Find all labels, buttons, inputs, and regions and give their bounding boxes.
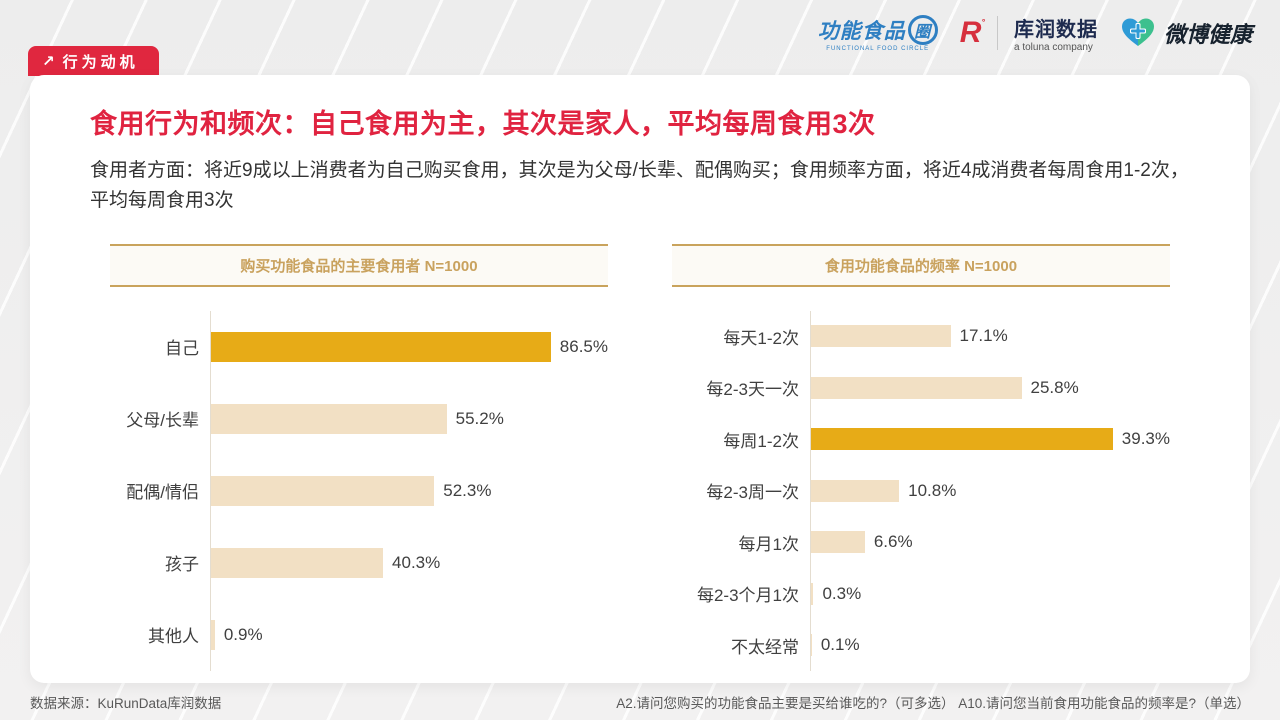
chart-row: 每天1-2次 17.1%: [672, 310, 1170, 363]
section-badge-label: 行为动机: [62, 53, 139, 71]
ffc-circle-icon: 圈: [907, 14, 938, 45]
bar: [811, 479, 900, 502]
content-card: 食用行为和频次：自己食用为主，其次是家人，平均每周食用3次 食用者方面：将近9成…: [30, 75, 1250, 683]
ffc-logo-text: 功能食品: [817, 19, 906, 43]
bar: [811, 634, 812, 657]
chart-row: 每2-3周一次 10.8%: [672, 465, 1170, 517]
weibo-logo-text: 微博健康: [1163, 22, 1252, 47]
chart-row: 每2-3天一次 25.8%: [672, 362, 1170, 414]
chart-frequency: 食用功能食品的频率 N=1000 每天1-2次 17.1% 每2-3天一次 25.8%…: [672, 243, 1170, 671]
chart-row: 父母/长辈 55.2%: [110, 382, 608, 455]
value-label: 52.3%: [443, 480, 492, 500]
ffc-logo-subtext: FUNCTIONAL FOOD CIRCLE: [826, 45, 930, 52]
logo-strip: 功能食品 圈 FUNCTIONAL FOOD CIRCLE R° 库润数据 a …: [818, 13, 1252, 53]
bar-plot: 自己 86.5% 父母/长辈 55.2% 配偶/情侣 52.3% 孩子 40.3% 其他人 0.9…: [110, 310, 608, 671]
kurun-mark-icon: R°: [959, 16, 985, 49]
value-label: 0.1%: [820, 635, 860, 655]
page-title: 食用行为和频次：自己食用为主，其次是家人，平均每周食用3次: [90, 109, 876, 139]
value-label: 0.9%: [223, 624, 263, 644]
category-label: 配偶/情侣: [126, 483, 199, 503]
value-label: 40.3%: [392, 552, 441, 572]
bar-track: 0.3%: [810, 567, 1170, 620]
category-label: 不太经常: [731, 637, 799, 657]
kurun-logo-subtext: a toluna company: [1013, 42, 1093, 53]
bar-track: 0.1%: [810, 619, 1170, 671]
value-label: 55.2%: [455, 408, 504, 428]
data-source-note: 数据来源：KuRunData库润数据: [30, 695, 222, 711]
chart-row: 每月1次 6.6%: [672, 516, 1170, 568]
bar-track: 52.3%: [210, 454, 608, 527]
heart-cross-icon: [1121, 18, 1154, 46]
survey-questions-note: A2.请问您购买的功能食品主要是买给谁吃的?（可多选） A10.请问您当前食用功…: [616, 695, 1250, 711]
chart-title: 食用功能食品的频率 N=1000: [672, 243, 1170, 287]
chart-row: 配偶/情侣 52.3%: [110, 454, 608, 527]
chart-row: 孩子 40.3%: [110, 526, 608, 599]
bar: [811, 531, 865, 554]
category-label: 每2-3周一次: [706, 483, 799, 503]
value-label: 39.3%: [1121, 429, 1170, 449]
bar: [811, 582, 814, 605]
page-footer: 数据来源：KuRunData库润数据 A2.请问您购买的功能食品主要是买给谁吃的…: [0, 683, 1280, 720]
chart-row: 每周1-2次 39.3%: [672, 413, 1170, 466]
bar-track: 55.2%: [210, 382, 608, 455]
bar: [811, 325, 951, 348]
bar-track: 17.1%: [810, 310, 1170, 363]
chart-row: 其他人 0.9%: [110, 598, 608, 671]
value-label: 0.3%: [822, 583, 862, 603]
category-label: 自己: [165, 339, 199, 359]
kurun-logo-text: 库润数据: [1013, 19, 1098, 41]
bar: [211, 331, 551, 362]
bar-track: 0.9%: [210, 598, 608, 671]
bar: [811, 428, 1113, 451]
logo-divider: [996, 16, 998, 50]
bar: [211, 403, 447, 434]
value-label: 25.8%: [1030, 377, 1079, 397]
chart-row: 每2-3个月1次 0.3%: [672, 567, 1170, 620]
arrow-up-right-icon: ↗: [42, 53, 55, 70]
category-label: 每天1-2次: [723, 328, 799, 348]
value-label: 6.6%: [873, 532, 913, 552]
bar-track: 40.3%: [210, 526, 608, 599]
bar: [211, 619, 215, 650]
category-label: 每2-3天一次: [706, 380, 799, 400]
bar-track: 86.5%: [210, 310, 608, 383]
section-badge: ↗ 行为动机: [28, 46, 159, 76]
chart-row: 自己 86.5%: [110, 310, 608, 383]
category-label: 父母/长辈: [126, 411, 199, 431]
chart-main-consumers: 购买功能食品的主要食用者 N=1000 自己 86.5% 父母/长辈 55.2% 配偶/…: [110, 243, 608, 671]
charts-area: 购买功能食品的主要食用者 N=1000 自己 86.5% 父母/长辈 55.2% 配偶/…: [90, 243, 1190, 671]
functional-food-circle-logo: 功能食品 圈 FUNCTIONAL FOOD CIRCLE: [817, 14, 938, 52]
bar: [211, 547, 384, 578]
bar-plot: 每天1-2次 17.1% 每2-3天一次 25.8% 每周1-2次 39.3% 每2-3周一…: [672, 310, 1170, 671]
value-label: 10.8%: [908, 480, 957, 500]
chart-title: 购买功能食品的主要食用者 N=1000: [110, 243, 608, 287]
page-subtitle: 食用者方面：将近9成以上消费者为自己购买食用，其次是为父母/长辈、配偶购买；食用…: [90, 160, 1189, 212]
chart-row: 不太经常 0.1%: [672, 619, 1170, 671]
category-label: 每周1-2次: [723, 431, 799, 451]
category-label: 每2-3个月1次: [696, 586, 799, 606]
weibo-health-logo: 微博健康: [1120, 17, 1252, 49]
bar-track: 6.6%: [810, 516, 1170, 568]
bar: [211, 475, 435, 506]
category-label: 其他人: [148, 627, 199, 647]
bar: [811, 376, 1022, 399]
value-label: 17.1%: [959, 326, 1008, 346]
bar-track: 25.8%: [810, 362, 1170, 414]
kurun-data-logo: R° 库润数据 a toluna company: [960, 13, 1098, 53]
bar-track: 39.3%: [810, 413, 1170, 466]
category-label: 孩子: [165, 555, 199, 575]
bar-track: 10.8%: [810, 465, 1170, 517]
category-label: 每月1次: [738, 534, 799, 554]
value-label: 86.5%: [559, 336, 608, 356]
